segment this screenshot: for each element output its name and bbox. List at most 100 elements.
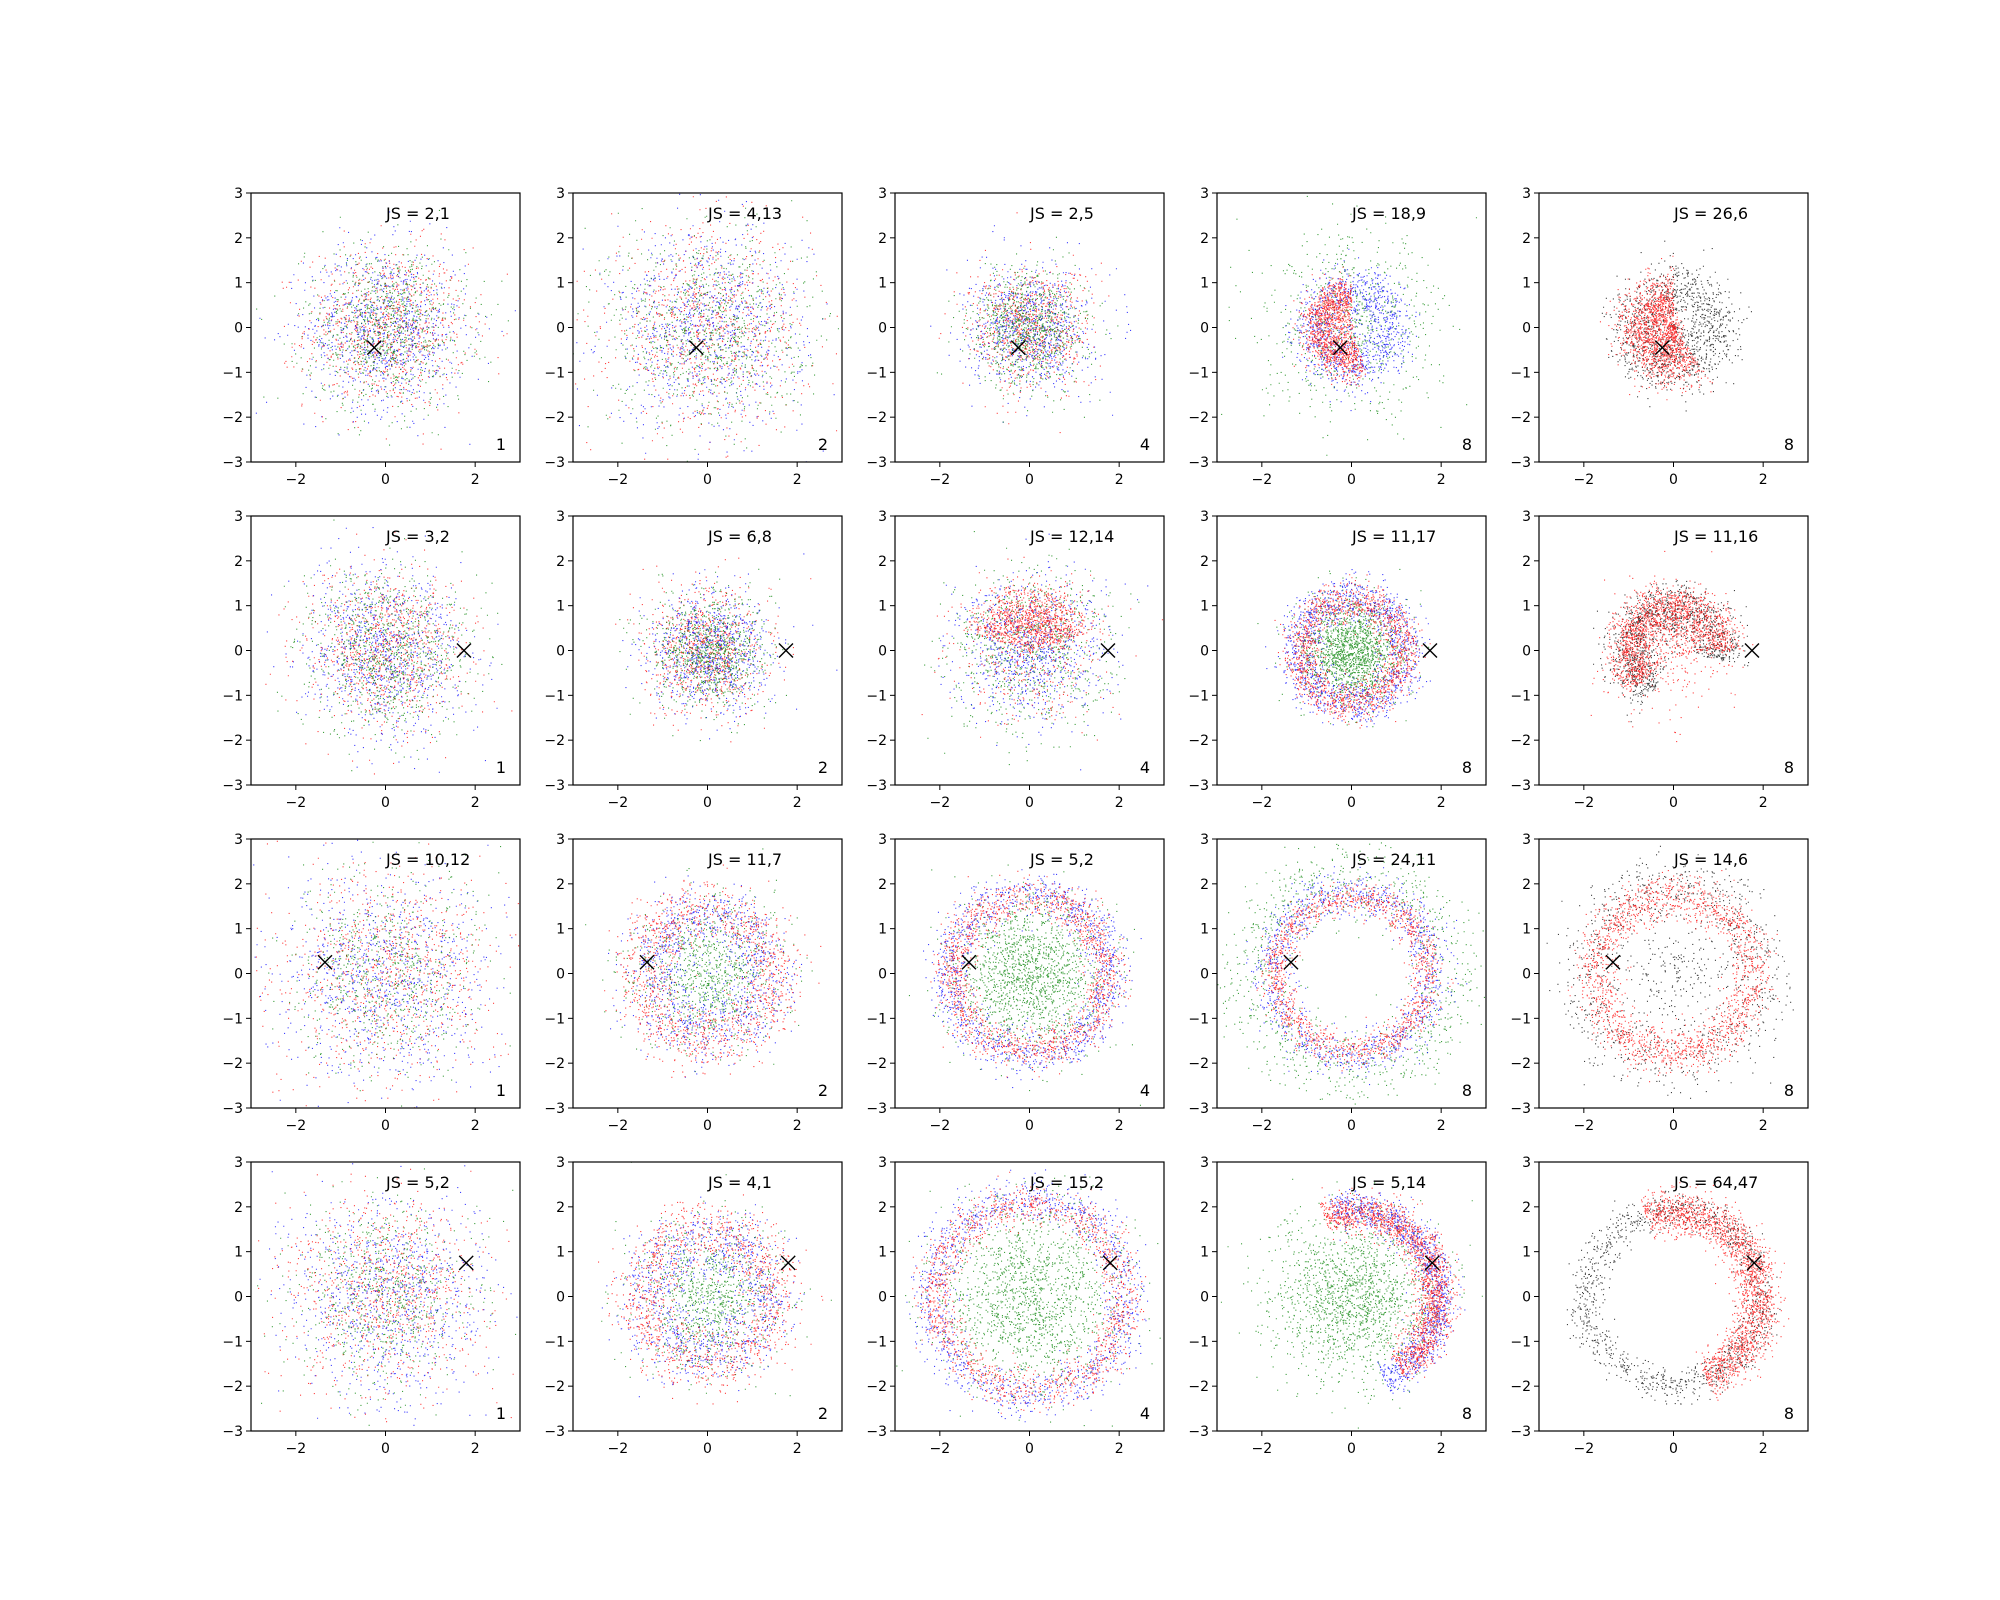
scatter-series bbox=[601, 1196, 805, 1398]
panel-k-label: 8 bbox=[1462, 1081, 1472, 1100]
y-tick-label: 0 bbox=[1522, 644, 1531, 660]
axes-frame bbox=[572, 192, 843, 463]
x-tick-label: −2 bbox=[930, 472, 951, 488]
x-tick-label: −2 bbox=[286, 1118, 307, 1134]
scatter-points bbox=[598, 1162, 832, 1405]
y-tick-label: 2 bbox=[556, 554, 565, 570]
scatter-panel: −2 0 2 −3 −2 −1 0 1 2 3 JS = 5,2 1 bbox=[222, 1155, 521, 1457]
x-marker bbox=[961, 954, 977, 970]
scatter-series bbox=[1601, 240, 1752, 412]
y-tick-label: 3 bbox=[1200, 832, 1209, 848]
scatter-series bbox=[924, 531, 1140, 766]
x-tick-label: 2 bbox=[471, 1118, 480, 1134]
y-tick-label: −2 bbox=[1188, 1379, 1209, 1395]
y-tick-label: 1 bbox=[1522, 599, 1531, 615]
scatter-series bbox=[576, 193, 835, 462]
y-tick-label: −2 bbox=[866, 410, 887, 426]
y-tick-label: −2 bbox=[222, 1379, 243, 1395]
scatter-series bbox=[258, 1168, 514, 1423]
y-tick-label: 2 bbox=[1522, 877, 1531, 893]
y-tick-label: −3 bbox=[1510, 455, 1531, 471]
y-tick-label: 0 bbox=[556, 1290, 565, 1306]
x-marker bbox=[780, 1255, 796, 1271]
scatter-series bbox=[912, 1171, 1147, 1414]
y-tick-label: 1 bbox=[1200, 1245, 1209, 1261]
y-tick-label: 3 bbox=[1522, 1155, 1531, 1171]
panel-title: JS = 11,7 bbox=[707, 850, 782, 869]
axes-frame bbox=[894, 515, 1165, 786]
x-tick-label: 2 bbox=[1759, 472, 1768, 488]
y-tick-label: −1 bbox=[1510, 1011, 1531, 1027]
scatter-series bbox=[585, 848, 813, 1073]
scatter-series bbox=[930, 225, 1132, 423]
y-tick-label: 1 bbox=[1200, 276, 1209, 292]
scatter-series bbox=[622, 553, 838, 740]
y-tick-label: 0 bbox=[878, 967, 887, 983]
y-tick-label: −3 bbox=[1188, 1424, 1209, 1440]
y-tick-label: 0 bbox=[234, 644, 243, 660]
y-tick-label: 3 bbox=[878, 1155, 887, 1171]
y-tick-label: 1 bbox=[234, 599, 243, 615]
y-tick-label: 0 bbox=[878, 321, 887, 337]
y-tick-label: 3 bbox=[1522, 509, 1531, 525]
scatter-series bbox=[1217, 842, 1485, 1105]
scatter-series bbox=[281, 225, 508, 450]
x-tick-label: −2 bbox=[286, 795, 307, 811]
x-tick-label: 0 bbox=[1347, 472, 1356, 488]
x-tick-label: 0 bbox=[1025, 795, 1034, 811]
y-tick-label: 2 bbox=[878, 877, 887, 893]
y-tick-label: −2 bbox=[544, 1379, 565, 1395]
x-tick-label: −2 bbox=[1252, 1118, 1273, 1134]
scatter-series bbox=[1599, 255, 1713, 401]
y-tick-label: −1 bbox=[1188, 1334, 1209, 1350]
x-tick-label: 2 bbox=[1437, 472, 1446, 488]
scatter-series bbox=[908, 864, 1141, 1106]
y-tick-label: 1 bbox=[556, 276, 565, 292]
y-tick-label: 2 bbox=[1200, 554, 1209, 570]
scatter-series bbox=[921, 556, 1163, 741]
y-tick-label: 1 bbox=[234, 276, 243, 292]
axes-frame bbox=[894, 1161, 1165, 1432]
y-tick-label: −2 bbox=[222, 410, 243, 426]
y-tick-label: 3 bbox=[556, 186, 565, 202]
panel-title: JS = 14,6 bbox=[1673, 850, 1748, 869]
y-tick-label: 3 bbox=[1200, 186, 1209, 202]
x-tick-label: 2 bbox=[1437, 1441, 1446, 1457]
y-tick-label: 0 bbox=[1522, 967, 1531, 983]
scatter-points bbox=[573, 193, 839, 462]
x-tick-label: 2 bbox=[1437, 1118, 1446, 1134]
x-tick-label: −2 bbox=[608, 472, 629, 488]
scatter-panel: −2 0 2 −3 −2 −1 0 1 2 3 JS = 26,6 8 bbox=[1510, 186, 1809, 488]
y-tick-label: 3 bbox=[556, 832, 565, 848]
x-marker bbox=[1283, 954, 1299, 970]
y-tick-label: −1 bbox=[866, 688, 887, 704]
scatter-panel: −2 0 2 −3 −2 −1 0 1 2 3 JS = 11,17 8 bbox=[1188, 509, 1487, 811]
scatter-series bbox=[1566, 1190, 1781, 1405]
y-tick-label: 2 bbox=[1200, 877, 1209, 893]
panel-title: JS = 2,1 bbox=[385, 204, 450, 223]
x-tick-label: 0 bbox=[1669, 1441, 1678, 1457]
scatter-series bbox=[259, 1163, 518, 1431]
scatter-series bbox=[1221, 195, 1477, 456]
x-marker bbox=[1100, 643, 1116, 658]
x-tick-label: −2 bbox=[1574, 795, 1595, 811]
y-tick-label: −1 bbox=[866, 1334, 887, 1350]
x-tick-label: 2 bbox=[1115, 1441, 1124, 1457]
y-tick-label: 1 bbox=[878, 599, 887, 615]
axes-frame bbox=[250, 515, 521, 786]
y-tick-label: 2 bbox=[234, 231, 243, 247]
scatter-points bbox=[257, 1163, 518, 1431]
x-tick-label: −2 bbox=[608, 1118, 629, 1134]
panel-title: JS = 26,6 bbox=[1673, 204, 1748, 223]
y-tick-label: −2 bbox=[866, 733, 887, 749]
x-tick-label: 0 bbox=[1347, 795, 1356, 811]
x-tick-label: 2 bbox=[1437, 795, 1446, 811]
y-tick-label: 3 bbox=[234, 832, 243, 848]
scatter-panel: −2 0 2 −3 −2 −1 0 1 2 3 JS = 24,11 8 bbox=[1188, 832, 1487, 1134]
x-tick-label: 0 bbox=[381, 472, 390, 488]
y-tick-label: 0 bbox=[234, 967, 243, 983]
y-tick-label: −2 bbox=[1510, 410, 1531, 426]
y-tick-label: −1 bbox=[222, 688, 243, 704]
y-tick-label: 2 bbox=[556, 231, 565, 247]
scatter-series bbox=[1593, 580, 1750, 723]
